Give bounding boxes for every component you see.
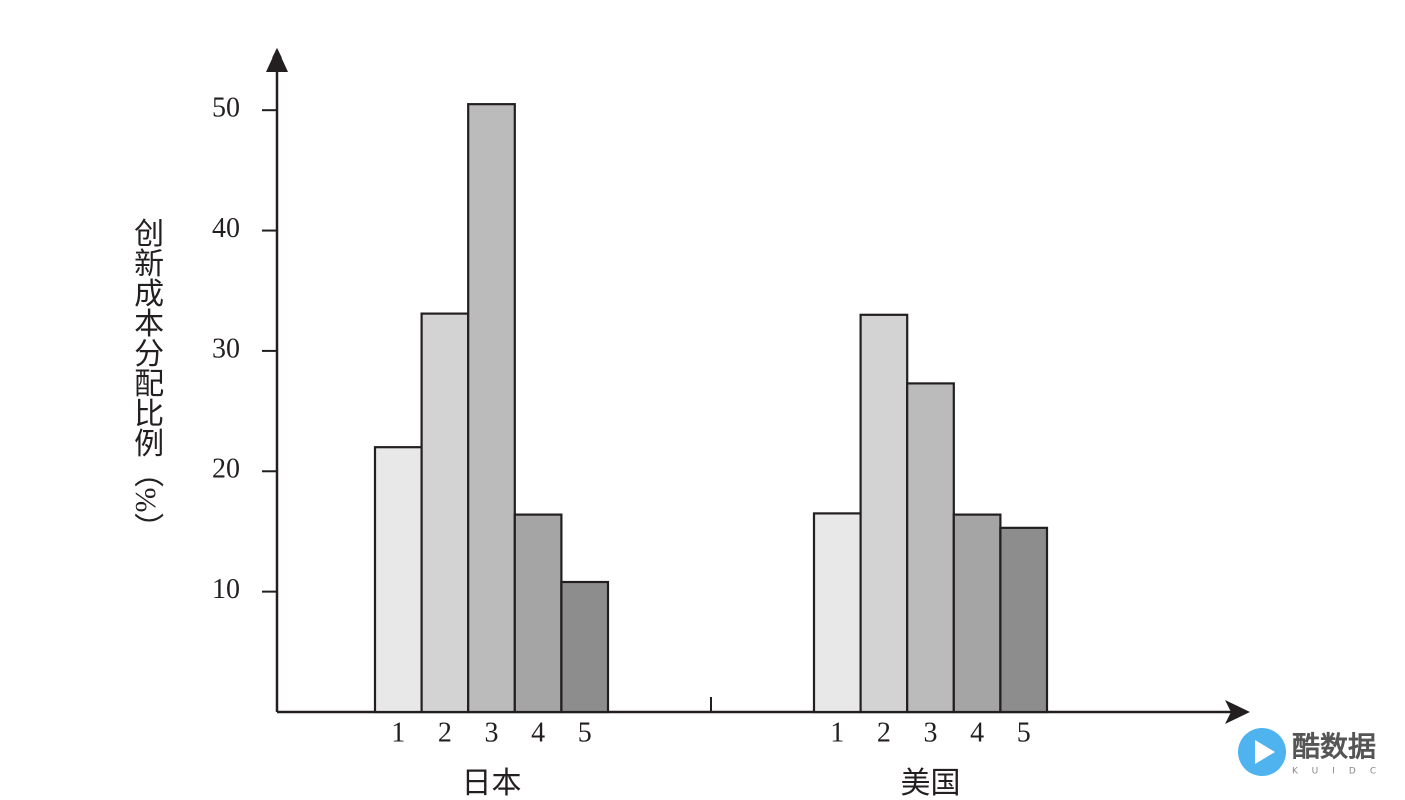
y-tick-label: 30 — [212, 333, 240, 364]
bar-label: 3 — [924, 717, 938, 748]
bar-label: 1 — [391, 717, 405, 748]
bar-label: 4 — [970, 717, 984, 748]
y-tick-label: 50 — [212, 93, 240, 124]
bar — [513, 513, 563, 714]
bar-label: 2 — [877, 717, 891, 748]
y-tick-label: 20 — [212, 454, 240, 485]
bar-label: 5 — [578, 717, 592, 748]
bar — [560, 580, 610, 714]
bar — [906, 382, 955, 714]
y-axis-label: 创新成本分配比例（%） — [129, 218, 164, 543]
bar — [812, 512, 862, 714]
x-axis-arrow — [1225, 700, 1250, 724]
x-tick-label: 日本 — [462, 767, 522, 800]
y-tick-label: 40 — [212, 213, 240, 244]
bar-label: 1 — [830, 717, 844, 748]
bar-label: 2 — [438, 717, 452, 748]
watermark: 酷数据 KUIDC — [1238, 728, 1390, 777]
watermark-logo-mark — [1255, 740, 1275, 764]
x-tick-label: 美国 — [901, 767, 961, 800]
bar-label: 5 — [1017, 717, 1031, 748]
bar-label: 4 — [531, 717, 545, 748]
bar — [467, 103, 516, 714]
y-tick-label: 10 — [212, 574, 240, 605]
bar — [952, 513, 1002, 714]
watermark-text: 酷数据 — [1292, 730, 1376, 763]
bar-label: 3 — [485, 717, 499, 748]
bar — [420, 312, 470, 714]
bar — [859, 313, 909, 714]
bar — [373, 446, 423, 714]
y-axis-arrow — [266, 48, 288, 72]
bar — [999, 526, 1049, 714]
watermark-sub: KUIDC — [1292, 767, 1390, 777]
